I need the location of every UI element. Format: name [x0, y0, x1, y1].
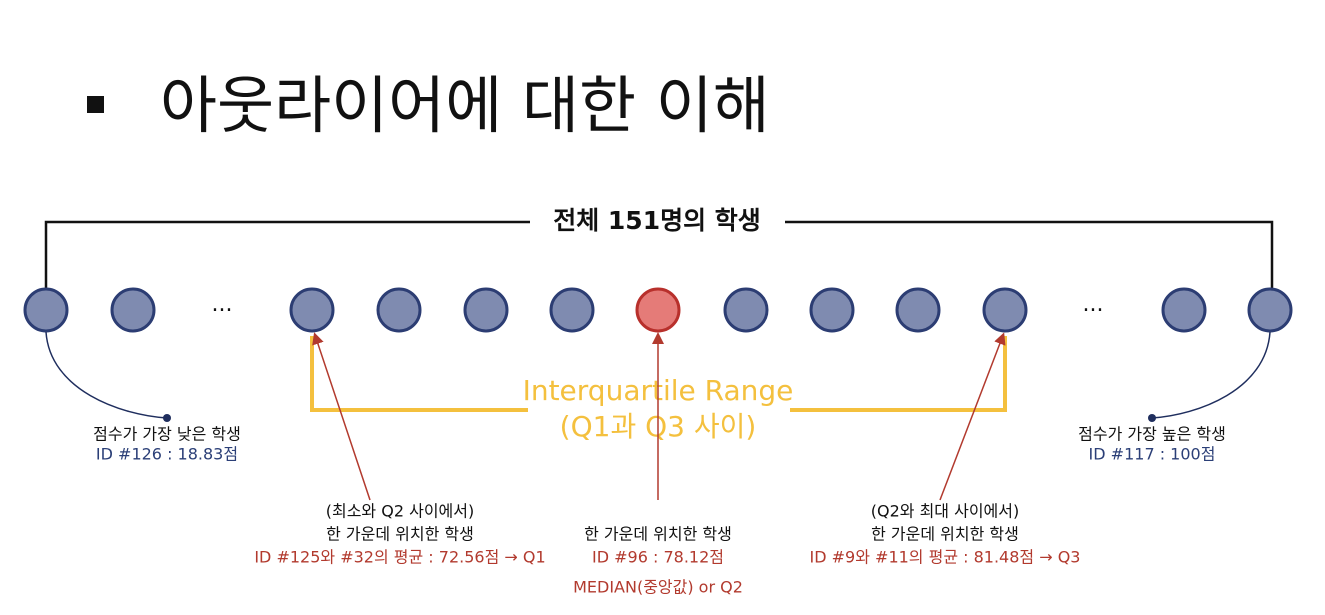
connector	[45, 331, 168, 419]
median-label: 한 가운데 위치한 학생	[584, 525, 732, 544]
node	[23, 287, 69, 333]
q1-label: 한 가운데 위치한 학생	[326, 525, 474, 544]
bracket-label: 전체 151명의 학생	[553, 206, 761, 235]
arrow	[939, 332, 1006, 501]
connector	[1151, 331, 1271, 419]
node	[463, 287, 509, 333]
node	[376, 287, 422, 333]
node	[723, 287, 769, 333]
node	[289, 287, 335, 333]
node	[1247, 287, 1293, 333]
median-id: ID #96 : 78.12점	[592, 548, 724, 567]
q3-label: (Q2와 최대 사이에서)	[871, 502, 1019, 521]
q3-label: 한 가운데 위치한 학생	[871, 525, 1019, 544]
q1-id: ID #125와 #32의 평균 : 72.56점 → Q1	[254, 548, 545, 567]
median-node	[635, 287, 681, 333]
node	[895, 287, 941, 333]
node	[1161, 287, 1207, 333]
median-note: MEDIAN(중앙값) or Q2	[573, 578, 743, 597]
iqr-bracket	[310, 336, 1007, 412]
connector-dot	[163, 414, 171, 422]
node	[549, 287, 595, 333]
min-id: ID #126 : 18.83점	[96, 445, 238, 464]
ellipsis: ...	[1083, 292, 1104, 317]
node	[110, 287, 156, 333]
title: 아웃라이어에 대한 이해	[160, 69, 770, 142]
ellipsis: ...	[212, 292, 233, 317]
bullet	[87, 96, 104, 113]
arrows	[312, 332, 1006, 501]
arrow	[312, 332, 371, 501]
connector-dot	[1148, 414, 1156, 422]
max-id: ID #117 : 100점	[1089, 445, 1216, 464]
student-nodes	[23, 287, 1293, 333]
bracket	[44, 220, 1274, 290]
min-label: 점수가 가장 낮은 학생	[93, 425, 241, 444]
max-label: 점수가 가장 높은 학생	[1078, 425, 1226, 444]
node	[982, 287, 1028, 333]
q3-id: ID #9와 #11의 평균 : 81.48점 → Q3	[810, 548, 1081, 567]
q1-label: (최소와 Q2 사이에서)	[326, 502, 474, 521]
node	[809, 287, 855, 333]
